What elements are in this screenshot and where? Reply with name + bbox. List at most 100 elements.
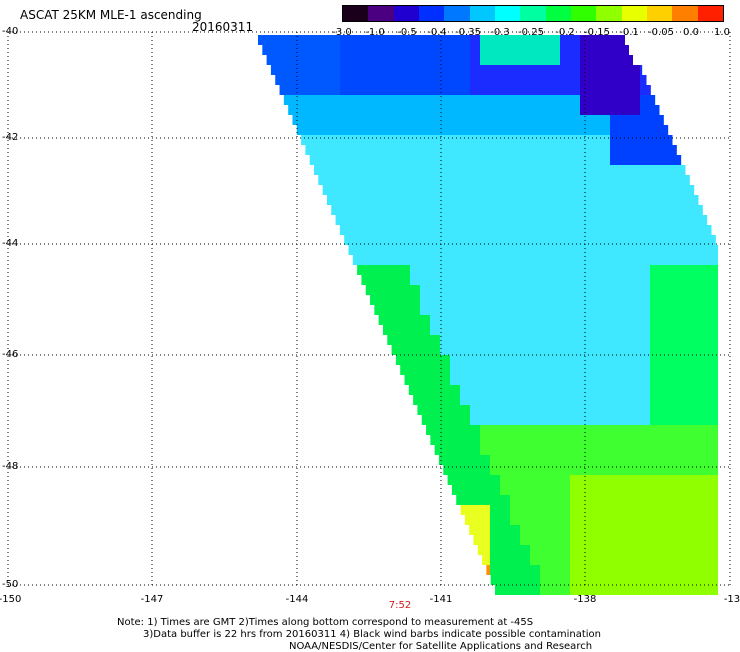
swath-cell xyxy=(410,95,420,105)
swath-cell xyxy=(660,265,670,275)
swath-cell xyxy=(600,355,610,365)
swath-cell xyxy=(370,185,380,195)
swath-cell xyxy=(420,245,430,255)
swath-cell xyxy=(450,155,460,165)
swath-cell xyxy=(530,255,540,265)
colorbar-segment xyxy=(418,6,445,21)
swath-cell xyxy=(600,115,610,125)
swath-cell xyxy=(520,45,530,55)
swath-cell xyxy=(500,35,510,45)
swath-cell xyxy=(590,525,600,535)
swath-cell xyxy=(640,225,650,235)
swath-cell xyxy=(470,175,480,185)
swath-cell xyxy=(620,385,630,395)
swath-cell xyxy=(540,335,550,345)
swath-cell xyxy=(430,235,440,245)
swath-cell xyxy=(460,205,470,215)
swath-cell xyxy=(400,365,411,375)
swath-cell xyxy=(390,165,400,175)
swath-cell xyxy=(460,135,470,145)
swath-cell xyxy=(540,85,550,95)
swath-cell xyxy=(680,455,690,465)
swath-cell xyxy=(590,255,600,265)
swath-cell xyxy=(520,535,530,545)
swath-cell xyxy=(580,125,590,135)
swath-cell xyxy=(290,55,300,65)
swath-cell xyxy=(370,245,380,255)
swath-cell xyxy=(530,585,540,595)
swath-cell xyxy=(520,305,530,315)
swath-cell xyxy=(680,315,690,325)
swath-cell xyxy=(660,255,670,265)
swath-cell xyxy=(320,85,330,95)
swath-cell xyxy=(500,375,510,385)
swath-cell xyxy=(680,555,690,565)
swath-cell xyxy=(550,415,560,425)
swath-cell xyxy=(520,165,530,175)
swath-cell xyxy=(650,205,660,215)
swath-cell xyxy=(630,215,640,225)
swath-cell xyxy=(630,315,640,325)
swath-cell xyxy=(660,515,670,525)
swath-cell xyxy=(630,455,640,465)
swath-cell xyxy=(610,515,620,525)
swath-cell xyxy=(560,565,570,575)
longitude-label: -144 xyxy=(285,594,309,605)
swath-cell xyxy=(404,375,415,385)
swath-cell xyxy=(470,415,480,425)
swath-cell xyxy=(560,185,570,195)
swath-cell xyxy=(420,115,430,125)
swath-cell xyxy=(520,235,530,245)
swath-cell xyxy=(530,45,540,55)
swath-cell xyxy=(530,185,540,195)
swath-cell xyxy=(540,265,550,275)
swath-cell xyxy=(710,415,718,425)
swath-cell xyxy=(480,185,490,195)
swath-cell xyxy=(700,385,710,395)
swath-cell xyxy=(520,365,530,375)
swath-cell xyxy=(680,475,690,485)
swath-cell xyxy=(500,425,510,435)
swath-cell xyxy=(510,375,520,385)
swath-cell xyxy=(670,155,680,165)
swath-cell xyxy=(440,325,450,335)
swath-cell xyxy=(600,565,610,575)
swath-cell xyxy=(480,295,490,305)
swath-cell xyxy=(580,85,590,95)
swath-cell xyxy=(430,95,440,105)
swath-cell xyxy=(480,45,490,55)
swath-cell xyxy=(680,205,690,215)
swath-cell xyxy=(530,325,540,335)
swath-cell xyxy=(620,365,630,375)
swath-cell xyxy=(650,405,660,415)
swath-cell xyxy=(450,215,460,225)
swath-cell xyxy=(360,65,370,75)
swath-cell xyxy=(560,275,570,285)
swath-cell xyxy=(670,355,680,365)
swath-cell xyxy=(520,185,530,195)
swath-cell xyxy=(590,245,600,255)
swath-cell xyxy=(710,255,718,265)
swath-cell xyxy=(550,365,560,375)
swath-cell xyxy=(370,125,380,135)
colorbar xyxy=(342,5,724,22)
swath-cell xyxy=(570,135,580,145)
swath-cell xyxy=(440,75,450,85)
swath-cell xyxy=(540,355,550,365)
swath-cell xyxy=(550,35,560,45)
swath-cell xyxy=(590,435,600,445)
swath-cell xyxy=(510,325,520,335)
swath-cell xyxy=(700,275,710,285)
swath-cell xyxy=(310,45,320,55)
swath-cell xyxy=(600,135,610,145)
swath-cell xyxy=(680,465,690,475)
swath-cell xyxy=(580,585,590,595)
swath-cell xyxy=(330,55,340,65)
colorbar-tick-label: 0.0 xyxy=(683,27,699,38)
swath-cell xyxy=(464,515,475,525)
swath-cell xyxy=(470,35,480,45)
swath-cell xyxy=(450,165,460,175)
swath-cell xyxy=(700,315,710,325)
swath-cell xyxy=(500,135,510,145)
swath-cell xyxy=(500,405,510,415)
